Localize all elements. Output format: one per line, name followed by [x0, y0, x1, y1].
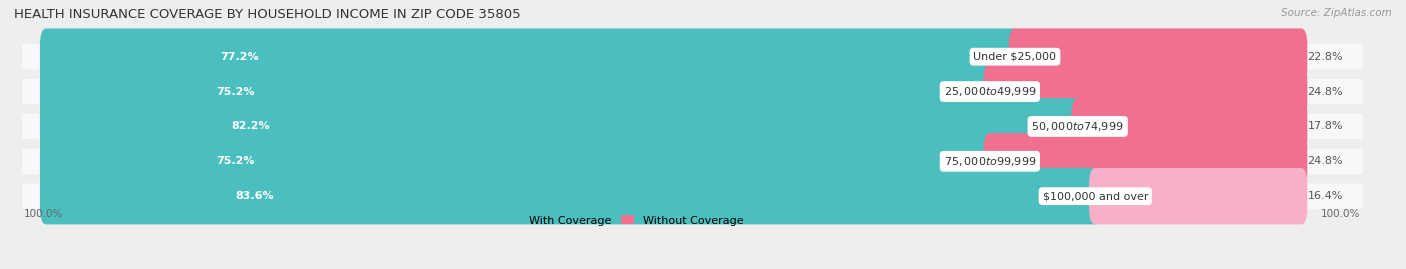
FancyBboxPatch shape — [1090, 168, 1308, 224]
FancyBboxPatch shape — [1071, 98, 1308, 155]
Text: 77.2%: 77.2% — [221, 52, 259, 62]
FancyBboxPatch shape — [984, 63, 1308, 120]
FancyBboxPatch shape — [22, 148, 1362, 174]
FancyBboxPatch shape — [39, 133, 995, 190]
Text: Source: ZipAtlas.com: Source: ZipAtlas.com — [1281, 8, 1392, 18]
Text: $50,000 to $74,999: $50,000 to $74,999 — [1032, 120, 1123, 133]
FancyBboxPatch shape — [1008, 29, 1308, 85]
FancyBboxPatch shape — [22, 44, 1362, 69]
Legend: With Coverage, Without Coverage: With Coverage, Without Coverage — [503, 211, 748, 230]
FancyBboxPatch shape — [39, 63, 995, 120]
Text: 83.6%: 83.6% — [235, 191, 274, 201]
Text: 100.0%: 100.0% — [1320, 209, 1360, 219]
Text: HEALTH INSURANCE COVERAGE BY HOUSEHOLD INCOME IN ZIP CODE 35805: HEALTH INSURANCE COVERAGE BY HOUSEHOLD I… — [14, 8, 520, 21]
Text: 22.8%: 22.8% — [1308, 52, 1343, 62]
Text: $75,000 to $99,999: $75,000 to $99,999 — [943, 155, 1036, 168]
Text: 100.0%: 100.0% — [24, 209, 63, 219]
FancyBboxPatch shape — [39, 29, 1021, 85]
Text: 75.2%: 75.2% — [217, 156, 254, 166]
Text: 82.2%: 82.2% — [232, 121, 270, 132]
FancyBboxPatch shape — [22, 114, 1362, 139]
FancyBboxPatch shape — [22, 183, 1362, 209]
Text: 24.8%: 24.8% — [1308, 87, 1343, 97]
Text: $100,000 and over: $100,000 and over — [1042, 191, 1149, 201]
Text: 16.4%: 16.4% — [1308, 191, 1343, 201]
FancyBboxPatch shape — [39, 98, 1084, 155]
FancyBboxPatch shape — [39, 168, 1101, 224]
Text: Under $25,000: Under $25,000 — [973, 52, 1056, 62]
Text: 17.8%: 17.8% — [1308, 121, 1343, 132]
Text: $25,000 to $49,999: $25,000 to $49,999 — [943, 85, 1036, 98]
Text: 24.8%: 24.8% — [1308, 156, 1343, 166]
Text: 75.2%: 75.2% — [217, 87, 254, 97]
FancyBboxPatch shape — [984, 133, 1308, 190]
FancyBboxPatch shape — [22, 79, 1362, 104]
